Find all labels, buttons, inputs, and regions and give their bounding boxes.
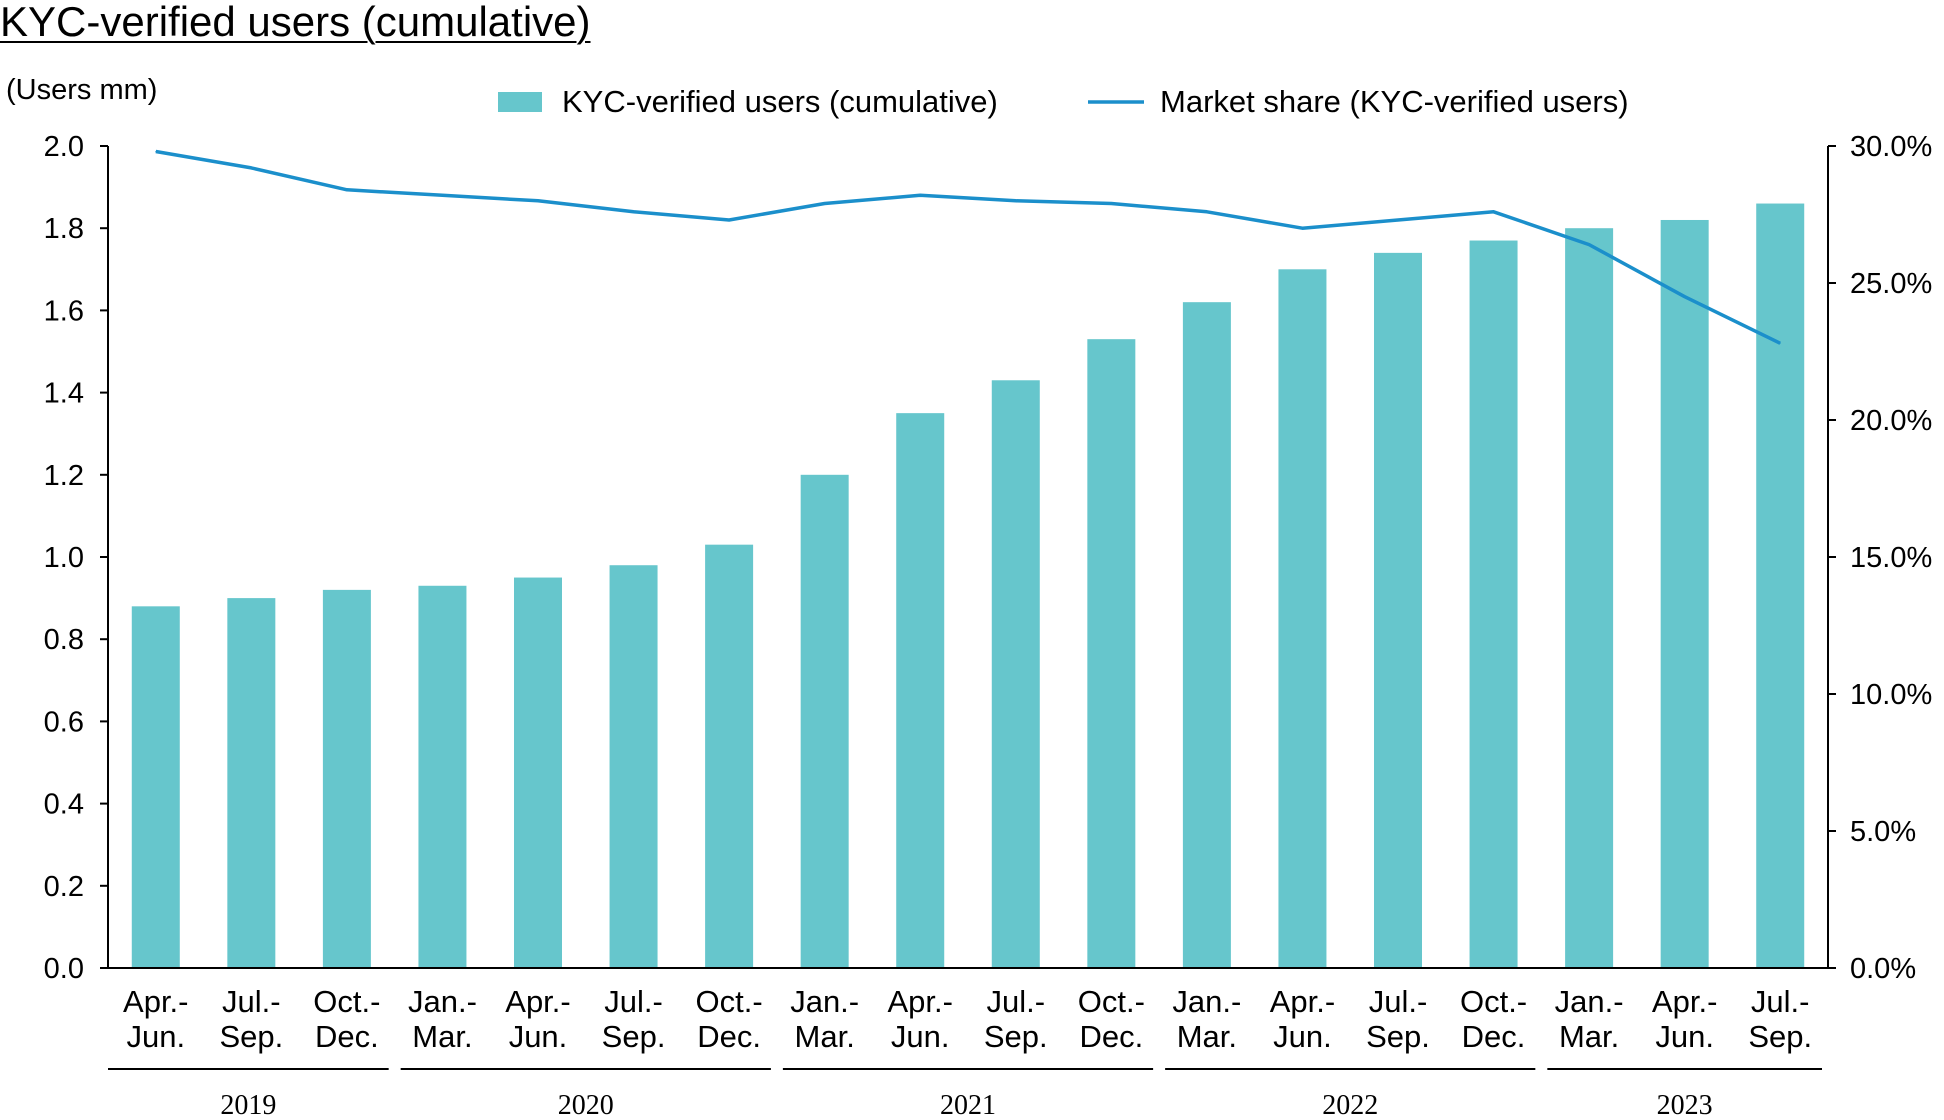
line-point-12 (1301, 227, 1303, 229)
line-point-6 (728, 219, 730, 221)
x-tick-label-14: Oct.-Dec. (1460, 984, 1527, 1054)
y-right-tick-label-5: 25.0% (1850, 268, 1932, 300)
legend: KYC-verified users (cumulative) Market s… (498, 84, 1629, 119)
legend-label-line: Market share (KYC-verified users) (1160, 84, 1629, 119)
y-left-tick-label-5: 1.0 (44, 542, 84, 574)
line-point-5 (633, 211, 635, 213)
x-tick-label-16: Apr.-Jun. (1652, 984, 1717, 1054)
y-left-tick-label-6: 1.2 (44, 460, 84, 492)
bar-12 (1278, 269, 1327, 968)
bar-8 (896, 413, 945, 968)
y-left-tick-label-3: 0.6 (44, 706, 84, 738)
bar-4 (514, 577, 562, 968)
x-tick-label-0: Apr.-Jun. (123, 984, 188, 1054)
bar-10 (1087, 339, 1136, 968)
bar-series (131, 203, 1805, 969)
y-left-tick-label-0: 0.0 (44, 953, 84, 985)
line-point-0 (155, 150, 157, 152)
x-tick-label-17: Jul.-Sep. (1748, 984, 1812, 1054)
year-label-2: 2021 (940, 1090, 996, 1120)
bar-16 (1660, 219, 1709, 969)
y-left-tick-label-1: 0.2 (44, 871, 84, 903)
y-right-tick-label-3: 15.0% (1850, 542, 1932, 574)
year-groups: 2019 2020 2021 2022 2023 (108, 1068, 1822, 1120)
bar-0 (131, 606, 180, 968)
line-point-14 (1493, 211, 1495, 213)
bar-6 (705, 544, 754, 968)
line-point-13 (1397, 219, 1399, 221)
year-label-4: 2023 (1657, 1090, 1713, 1120)
bar-15 (1565, 228, 1614, 968)
line-series (155, 149, 1781, 345)
bar-1 (227, 598, 276, 968)
line-point-8 (919, 194, 921, 196)
axes: 0.0 0.2 0.4 0.6 0.8 1.0 1.2 1.4 1.6 1.8 2.0 0.0% 5.0… (44, 131, 1933, 985)
year-label-3: 2022 (1322, 1090, 1378, 1120)
x-tick-label-13: Jul.-Sep. (1366, 984, 1430, 1054)
x-tick-label-8: Apr.-Jun. (887, 984, 952, 1054)
y-left-tick-label-4: 0.8 (44, 624, 84, 656)
line-point-10 (1110, 203, 1112, 205)
x-tick-label-1: Jul.-Sep. (219, 984, 283, 1054)
line-point-3 (441, 194, 443, 196)
x-axis-labels: Apr.-Jun. Jul.-Sep. Oct.-Dec. Jan.-Mar. Apr.… (123, 984, 1812, 1054)
year-label-0: 2019 (220, 1090, 276, 1120)
bar-11 (1182, 302, 1231, 968)
chart-title: KYC-verified users (cumulative) (0, 0, 591, 45)
x-tick-label-3: Jan.-Mar. (408, 984, 477, 1054)
market-share-line (155, 149, 1781, 345)
bar-5 (609, 565, 658, 968)
x-tick-label-5: Jul.-Sep. (602, 984, 666, 1054)
x-tick-label-15: Jan.-Mar. (1555, 984, 1624, 1054)
x-tick-label-6: Oct.-Dec. (696, 984, 763, 1054)
y-right-tick-label-0: 0.0% (1850, 953, 1916, 985)
bar-9 (991, 380, 1040, 968)
x-tick-label-10: Oct.-Dec. (1078, 984, 1145, 1054)
bar-3 (418, 585, 467, 968)
y-right-tick-label-4: 20.0% (1850, 405, 1932, 437)
line-point-2 (346, 189, 348, 191)
legend-swatch-bar (498, 92, 542, 112)
line-point-16 (1684, 296, 1686, 298)
year-label-1: 2020 (558, 1090, 614, 1120)
legend-label-bar: KYC-verified users (cumulative) (562, 84, 998, 119)
line-point-11 (1206, 211, 1208, 213)
bar-17 (1756, 203, 1805, 969)
y-left-tick-label-7: 1.4 (44, 378, 84, 410)
line-point-17 (1779, 342, 1781, 344)
bar-7 (800, 474, 849, 968)
y-left-tick-label-10: 2.0 (44, 131, 84, 163)
y-left-tick-label-2: 0.4 (44, 789, 84, 821)
x-tick-label-2: Oct.-Dec. (313, 984, 380, 1054)
y-right-tick-label-2: 10.0% (1850, 679, 1932, 711)
left-axis-unit-label: (Users mm) (6, 74, 158, 106)
y-right-tick-label-6: 30.0% (1850, 131, 1932, 163)
x-tick-label-12: Apr.-Jun. (1270, 984, 1335, 1054)
line-point-9 (1015, 200, 1017, 202)
y-left-tick-label-9: 1.8 (44, 213, 84, 245)
y-left-tick-label-8: 1.6 (44, 295, 84, 327)
y-right-tick-label-1: 5.0% (1850, 816, 1916, 848)
line-point-7 (824, 203, 826, 205)
bar-2 (322, 589, 371, 968)
bar-13 (1374, 252, 1422, 969)
x-tick-label-9: Jul.-Sep. (984, 984, 1048, 1054)
line-point-4 (537, 200, 539, 202)
x-tick-label-7: Jan.-Mar. (790, 984, 859, 1054)
x-tick-label-4: Apr.-Jun. (505, 984, 570, 1054)
bar-14 (1469, 240, 1518, 968)
x-tick-label-11: Jan.-Mar. (1172, 984, 1241, 1054)
line-point-15 (1588, 244, 1590, 246)
line-point-1 (250, 167, 252, 169)
